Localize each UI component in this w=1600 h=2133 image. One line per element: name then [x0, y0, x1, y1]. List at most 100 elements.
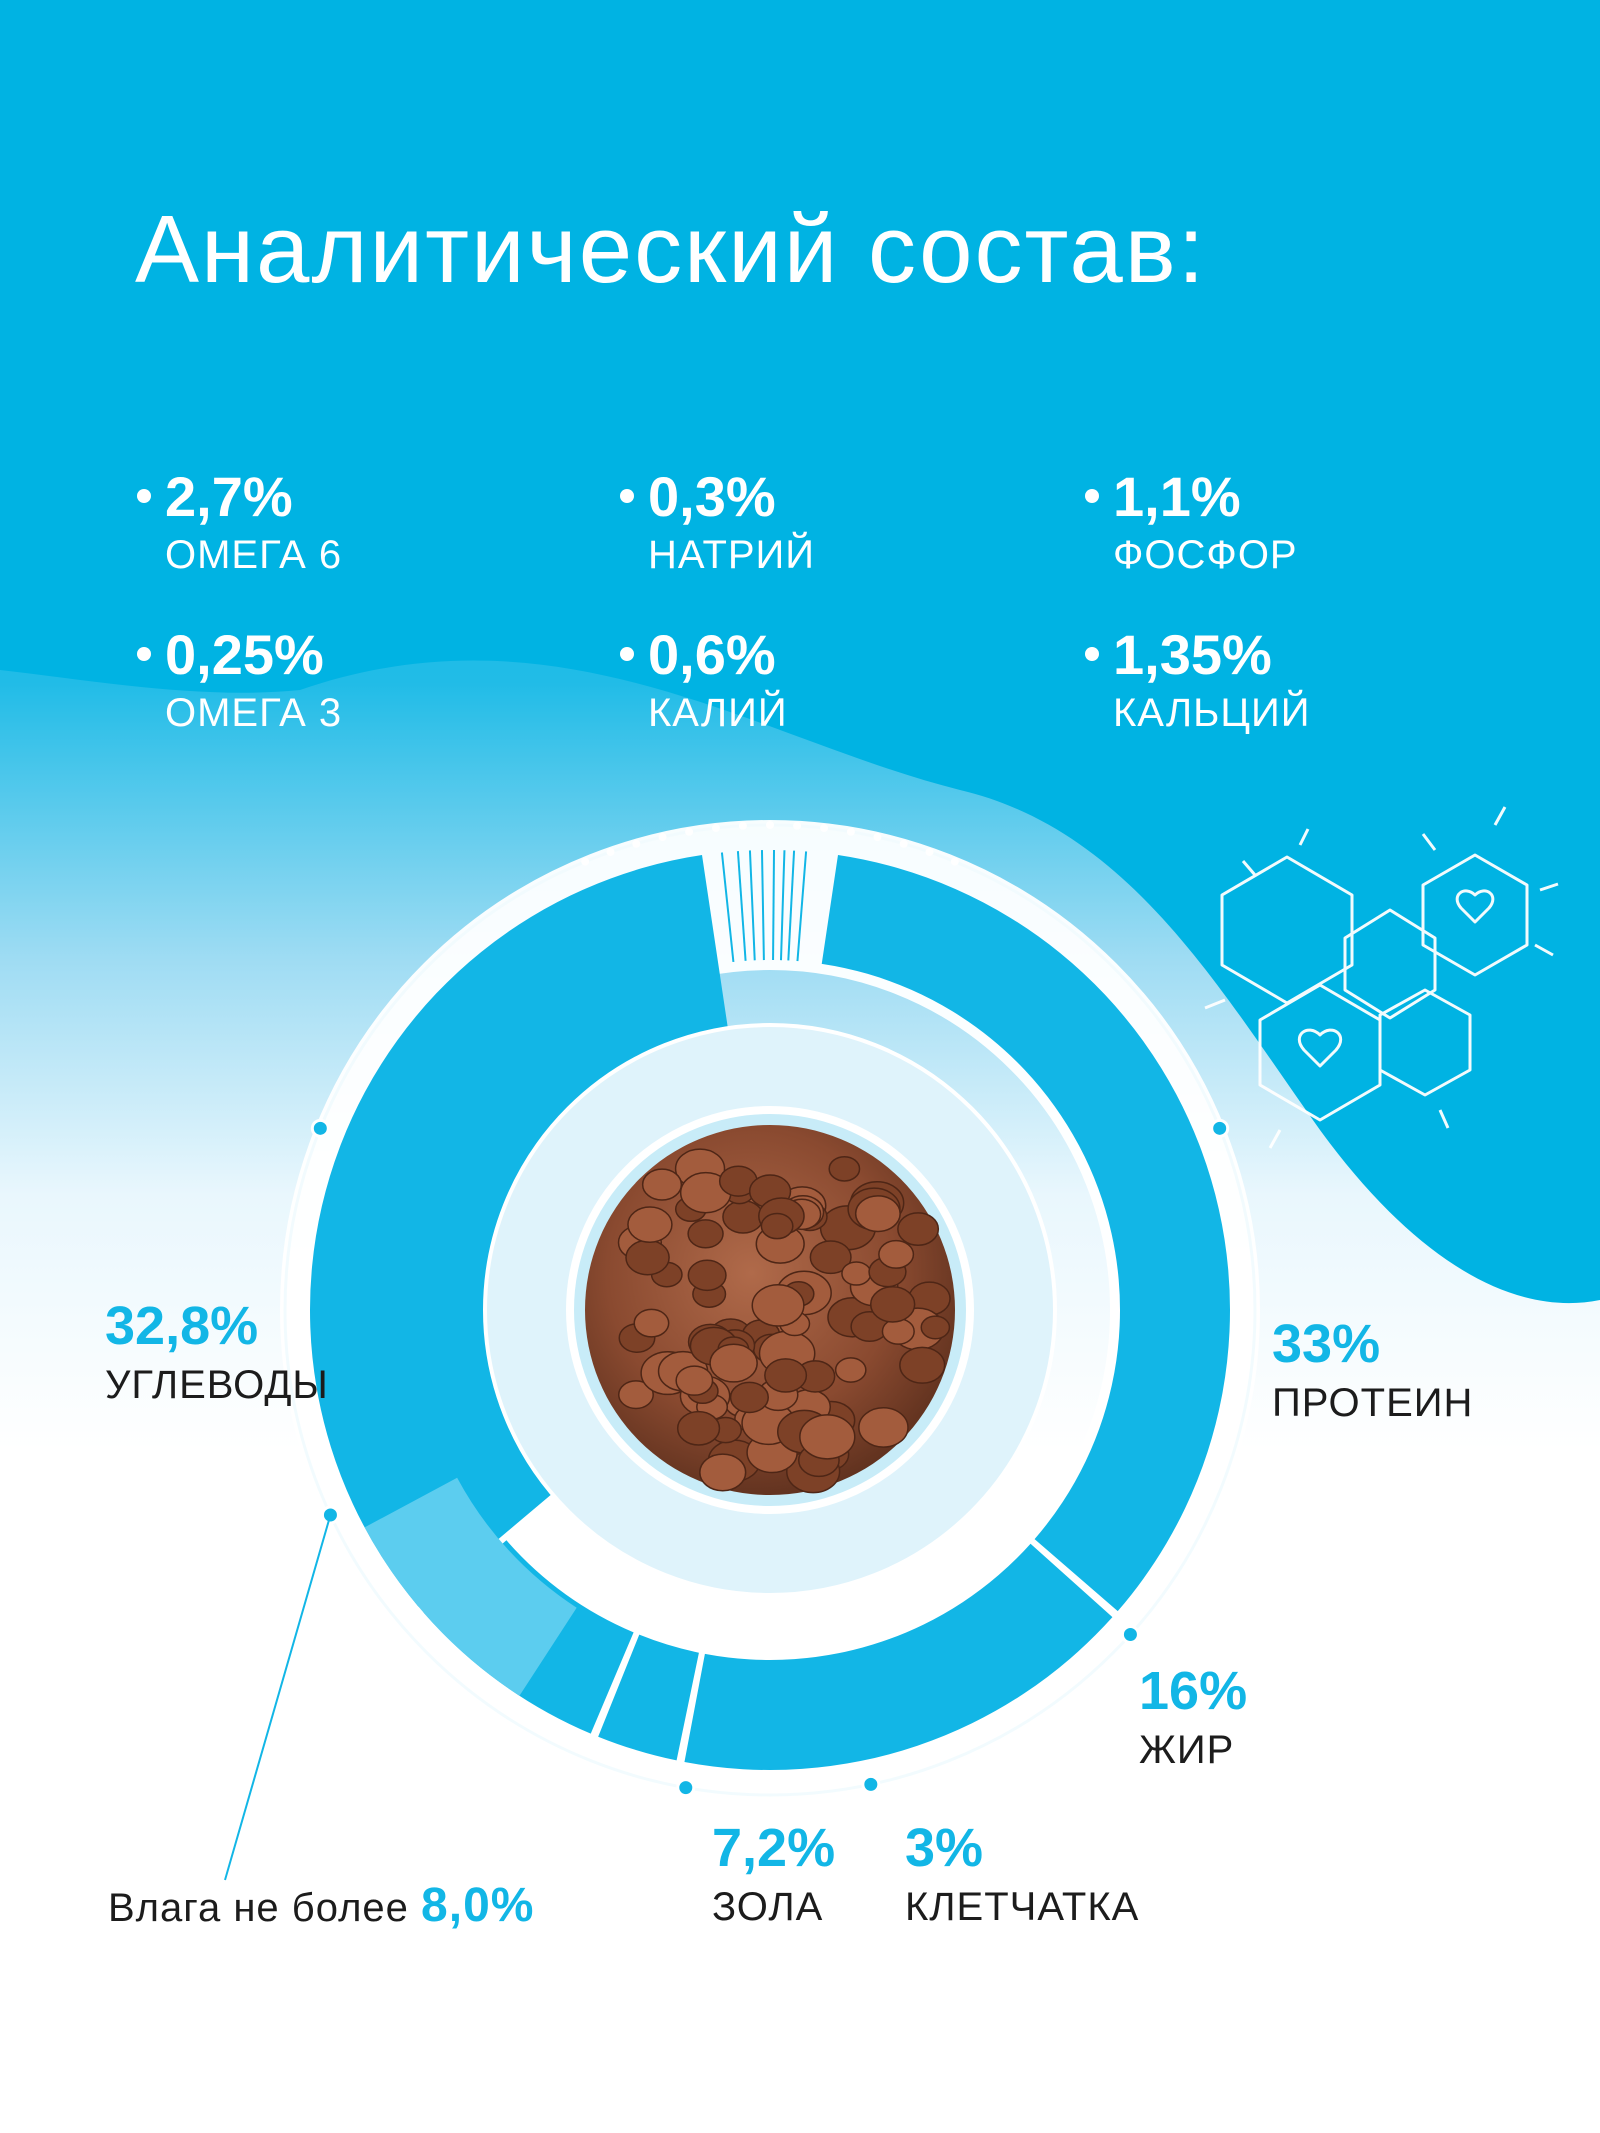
nutrient-name: ОМЕГА 3 [165, 691, 343, 735]
nutrient-phosphorus: 1,1% ФОСФОР [1085, 465, 1298, 581]
segment-fiber [598, 1634, 699, 1761]
kibble-piece [920, 1315, 951, 1340]
kibble-piece [834, 1357, 867, 1383]
top-dot [793, 821, 802, 830]
kibble-piece [760, 1212, 794, 1240]
top-dot [581, 857, 590, 866]
label-marker-dot [310, 1118, 330, 1138]
nutrient-name: ОМЕГА 6 [165, 533, 343, 577]
top-dot [820, 824, 829, 833]
nutrient-name: ФОСФОР [1113, 533, 1298, 577]
nutrient-value: 2,7% [136, 465, 342, 529]
top-dot [738, 821, 747, 830]
carbs-caption: УГЛЕВОДЫ [105, 1363, 329, 1407]
kibble-piece [881, 1318, 915, 1345]
nutrient-value: 0,6% [620, 623, 788, 687]
nutrient-potassium: 0,6% КАЛИЙ [620, 623, 788, 739]
kibble-piece [676, 1410, 721, 1446]
moisture-value: 8,0% [421, 1879, 535, 1932]
top-dot [606, 847, 615, 856]
mineral-slice-line [772, 850, 776, 961]
mineral-slice-line [748, 850, 756, 961]
nutrient-value: 0,25% [136, 623, 342, 687]
protein-value: 33% [1272, 1314, 1381, 1374]
moisture-prefix: Влага не более [108, 1886, 409, 1930]
segment-moisture [364, 1477, 577, 1696]
kibble-piece [854, 1195, 901, 1233]
kibble-piece [699, 1453, 747, 1492]
kibble-piece [799, 1414, 856, 1460]
top-dot [685, 827, 694, 836]
kibble-piece [625, 1239, 670, 1276]
kibble-piece [722, 1200, 764, 1234]
top-dot [658, 833, 667, 842]
ash-caption: ЗОЛА [712, 1885, 824, 1929]
top-dot [766, 821, 774, 829]
top-dot [950, 857, 959, 866]
fat-caption: ЖИР [1139, 1728, 1235, 1772]
ash-value: 7,2% [712, 1818, 836, 1878]
moisture-leader-line [224, 1514, 332, 1881]
kibble-piece [809, 1240, 852, 1275]
kibble-piece [729, 1381, 769, 1414]
label-fat: 16% ЖИР [1139, 1660, 1247, 1778]
fiber-caption: КЛЕТЧАТКА [905, 1885, 1140, 1929]
label-fiber: 3% КЛЕТЧАТКА [905, 1817, 1139, 1935]
top-dot [899, 839, 908, 848]
kibble-piece [618, 1380, 654, 1410]
kibble-piece [869, 1286, 916, 1323]
nutrient-value: 1,35% [1084, 623, 1310, 687]
inner-ring [483, 1023, 1057, 1597]
label-marker-dot [1210, 1118, 1230, 1138]
kibble-piece [858, 1407, 909, 1448]
label-protein: 33% ПРОТЕИН [1272, 1313, 1473, 1431]
fiber-value: 3% [905, 1818, 984, 1878]
top-dot [846, 827, 855, 836]
label-ash: 7,2% ЗОЛА [712, 1817, 835, 1935]
kibble-piece [841, 1261, 872, 1286]
mineral-slice-line [736, 851, 747, 961]
kibble-piece [751, 1284, 805, 1327]
segment-protein [821, 855, 1231, 1612]
label-marker-dot [1120, 1625, 1140, 1645]
top-dot [711, 824, 720, 833]
kibble-piece [878, 1239, 915, 1269]
mineral-slice-line [779, 850, 786, 961]
nutrient-name: КАЛЬЦИЙ [1113, 691, 1311, 735]
nutrient-value: 0,3% [619, 465, 815, 529]
kibble-piece [633, 1308, 670, 1338]
kibble-piece [899, 1346, 946, 1384]
top-dot [632, 839, 641, 848]
nutrient-value: 1,1% [1085, 465, 1298, 529]
carbs-value: 32,8% [105, 1296, 259, 1356]
kibble-piece [709, 1343, 758, 1383]
label-marker-dot [861, 1774, 881, 1794]
mineral-slice-line [796, 851, 808, 962]
moisture-note: Влага не более 8,0% [108, 1878, 534, 1933]
segment-fat [684, 1543, 1113, 1770]
honeycomb-heart-icon [1204, 806, 1559, 1149]
nutrient-name: НАТРИЙ [648, 533, 816, 577]
kibble-piece [687, 1259, 727, 1292]
protein-caption: ПРОТЕИН [1272, 1381, 1474, 1425]
label-carbs: 32,8% УГЛЕВОДЫ [105, 1295, 329, 1413]
nutrient-omega-6: 2,7% ОМЕГА 6 [136, 465, 343, 581]
top-dot [925, 847, 934, 856]
kibble-piece [764, 1358, 808, 1393]
nutrient-omega-3: 0,25% ОМЕГА 3 [136, 623, 343, 739]
mineral-slice-line [760, 850, 765, 961]
page-title: Аналитический состав: [135, 196, 1207, 303]
kibble-piece [627, 1206, 673, 1243]
kibble-piece [897, 1212, 940, 1246]
mineral-slice-line [787, 850, 796, 961]
mineral-slice-line [720, 852, 735, 963]
label-marker-dot [676, 1778, 696, 1798]
kibble-piece [687, 1219, 724, 1249]
kibble-piece [641, 1168, 683, 1201]
top-dot [873, 833, 882, 842]
nutrient-calcium: 1,35% КАЛЬЦИЙ [1084, 623, 1311, 739]
fat-value: 16% [1139, 1661, 1248, 1721]
kibble-piece [675, 1365, 714, 1396]
nutrient-name: КАЛИЙ [648, 691, 788, 735]
